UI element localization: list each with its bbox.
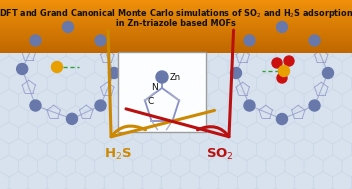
FancyArrowPatch shape	[108, 30, 214, 137]
Circle shape	[244, 100, 255, 111]
Circle shape	[108, 67, 119, 78]
Circle shape	[95, 35, 106, 46]
Circle shape	[284, 56, 294, 66]
FancyArrowPatch shape	[126, 30, 234, 137]
Circle shape	[277, 22, 288, 33]
Circle shape	[309, 35, 320, 46]
Bar	[118, 52, 206, 132]
Circle shape	[51, 61, 63, 73]
Text: Zn: Zn	[170, 73, 181, 81]
Circle shape	[156, 71, 168, 83]
Circle shape	[95, 100, 106, 111]
Text: SO$_2$: SO$_2$	[206, 146, 234, 162]
Circle shape	[63, 22, 74, 33]
Circle shape	[244, 35, 255, 46]
Circle shape	[309, 100, 320, 111]
Circle shape	[277, 114, 288, 125]
Circle shape	[30, 35, 41, 46]
Text: N: N	[151, 83, 158, 91]
Circle shape	[278, 66, 289, 77]
Circle shape	[272, 58, 282, 68]
Text: C: C	[148, 97, 154, 106]
Circle shape	[67, 113, 77, 124]
Circle shape	[17, 64, 28, 74]
Text: H$_2$S: H$_2$S	[104, 146, 132, 162]
Circle shape	[277, 73, 287, 83]
Circle shape	[322, 67, 333, 78]
Circle shape	[30, 100, 41, 111]
Circle shape	[231, 67, 241, 78]
Text: in Zn-triazole based MOFs: in Zn-triazole based MOFs	[116, 19, 236, 29]
Text: DFT and Grand Canonical Monte Carlo simulations of SO$_2$ and H$_2$S adsorption: DFT and Grand Canonical Monte Carlo simu…	[0, 6, 352, 19]
